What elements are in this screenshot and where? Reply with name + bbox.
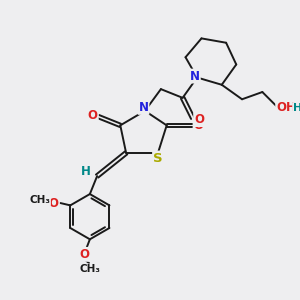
Text: S: S <box>153 152 163 165</box>
Text: N: N <box>139 101 148 114</box>
Text: OH: OH <box>276 101 296 115</box>
Text: CH₃: CH₃ <box>29 195 50 205</box>
Text: O: O <box>194 119 204 132</box>
Text: H: H <box>81 165 91 178</box>
Text: O: O <box>80 248 90 261</box>
Text: N: N <box>190 70 200 83</box>
Text: H: H <box>293 103 300 113</box>
Text: CH₃: CH₃ <box>80 264 101 274</box>
Text: O: O <box>194 113 204 126</box>
Text: O: O <box>88 109 98 122</box>
Text: O: O <box>49 196 59 209</box>
